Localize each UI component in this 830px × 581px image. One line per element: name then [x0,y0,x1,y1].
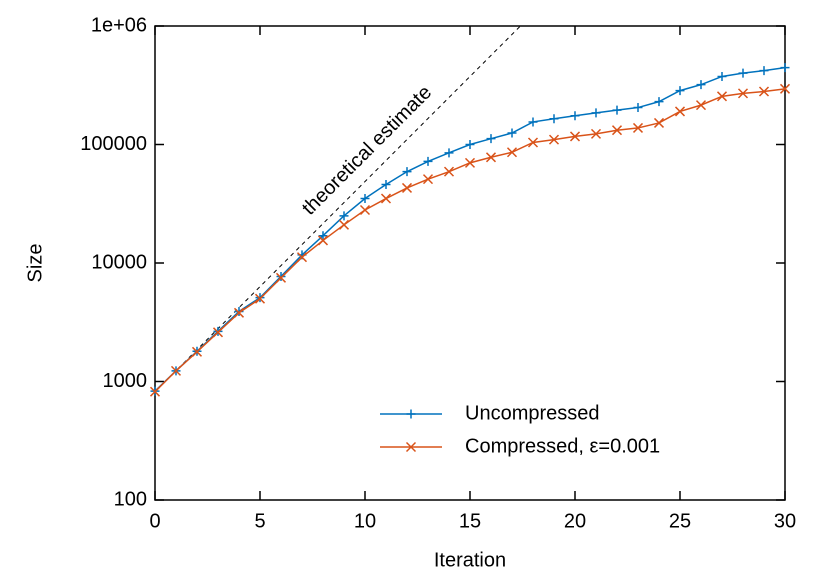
point-marker [464,157,476,168]
point-marker [359,204,371,216]
point-marker [212,327,224,338]
point-marker [632,122,644,133]
point-marker [717,71,727,81]
point-marker [591,108,601,118]
y-tick-label: 1000 [103,370,148,392]
point-marker [758,86,770,97]
point-marker [423,156,433,166]
point-marker [759,66,769,76]
plot-frame [154,25,786,501]
x-tick-label: 0 [149,510,160,532]
y-tick-label: 10000 [91,251,147,273]
point-marker [380,193,392,204]
point-marker [486,134,496,144]
x-tick-label: 20 [564,510,586,532]
point-marker [675,86,685,96]
x-tick-label: 10 [354,510,376,532]
point-marker [401,182,413,193]
series-line [154,66,786,392]
point-marker [485,152,497,163]
point-marker [338,219,350,230]
point-marker [444,148,454,158]
point-marker [149,386,161,397]
point-marker [506,147,518,158]
point-marker [360,194,370,204]
y-axis-label: Size [24,244,46,283]
y-tick-label: 100 [114,488,147,510]
point-marker [422,174,434,185]
point-marker [507,128,517,138]
point-marker [339,211,349,221]
x-tick-label: 25 [669,510,691,532]
y-tick-label: 100000 [80,133,147,155]
legend-label: Compressed, ε=0.001 [465,435,660,457]
point-marker [674,106,686,117]
reference-line [155,26,521,393]
point-marker [317,235,329,246]
point-marker [738,68,748,78]
x-tick-label: 5 [254,510,265,532]
point-marker [528,117,538,127]
point-marker [296,252,308,263]
point-marker [780,63,790,73]
legend-label: Uncompressed [465,402,600,424]
point-marker [318,231,328,241]
point-marker [170,365,182,376]
point-marker [590,128,602,139]
point-marker [611,125,623,136]
point-marker [737,88,749,99]
point-marker [549,114,559,124]
point-marker [716,91,728,102]
point-marker [276,271,286,281]
point-marker [548,134,560,145]
point-marker [570,111,580,121]
point-marker [443,166,455,177]
x-axis-label: Iteration [434,549,506,571]
point-marker [654,97,664,107]
point-marker [254,293,266,304]
point-marker [465,140,475,149]
point-marker [633,103,643,113]
point-marker [233,307,245,318]
x-tick-label: 30 [774,510,796,532]
point-marker [653,117,665,128]
point-marker [402,167,412,177]
y-tick-label: 1e+06 [91,14,147,36]
legend-marker [406,409,416,419]
point-marker [381,179,391,189]
point-marker [696,80,706,90]
point-marker [527,137,539,148]
series-line [154,88,786,393]
point-marker [612,105,622,115]
point-marker [275,272,287,283]
legend-marker [405,441,417,453]
point-marker [779,83,791,94]
x-tick-label: 15 [459,510,481,532]
point-marker [569,131,581,142]
point-marker [191,346,203,357]
point-marker [695,100,707,111]
